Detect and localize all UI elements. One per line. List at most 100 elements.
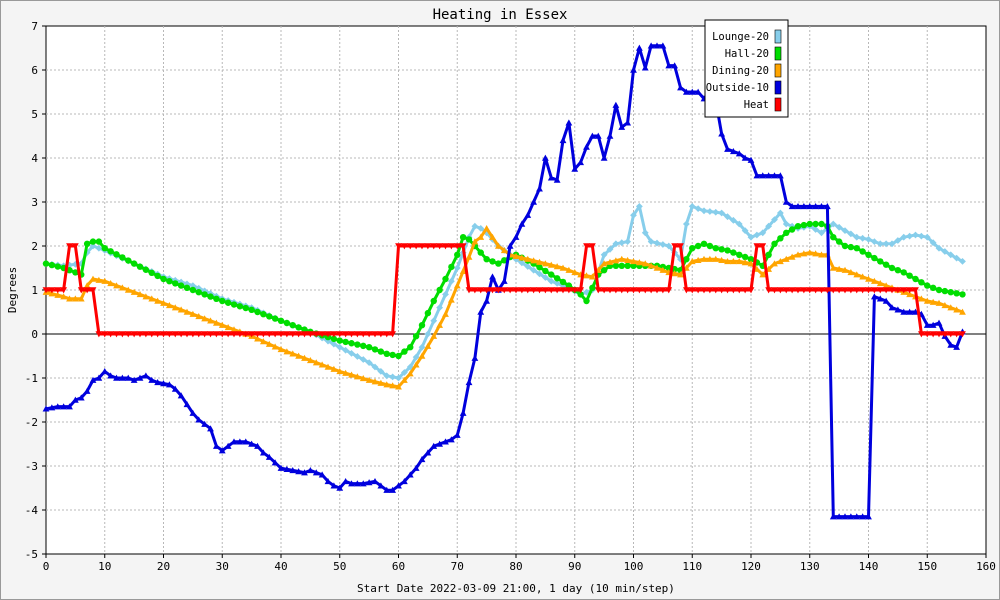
data-point <box>265 453 273 460</box>
data-point <box>242 304 249 312</box>
data-point <box>947 251 955 259</box>
data-point <box>477 233 485 240</box>
data-point <box>95 244 103 252</box>
data-point <box>406 243 414 250</box>
legend-swatch-outside-10 <box>774 80 782 95</box>
data-point <box>735 150 743 157</box>
data-point <box>54 291 62 298</box>
data-point <box>318 331 326 338</box>
data-point <box>177 331 185 338</box>
data-point <box>201 315 209 322</box>
data-point <box>395 243 402 250</box>
data-point <box>741 253 749 261</box>
data-point <box>935 286 943 294</box>
data-point <box>172 280 179 287</box>
data-point <box>54 287 62 294</box>
data-point <box>947 304 955 311</box>
data-point <box>530 257 538 264</box>
data-point <box>259 338 267 345</box>
data-point <box>236 438 244 445</box>
data-point <box>101 368 109 375</box>
data-point <box>953 254 961 262</box>
data-point <box>929 331 937 338</box>
data-point <box>183 308 191 315</box>
data-point <box>618 262 625 269</box>
data-point <box>536 258 543 265</box>
x-axis-label: Start Date 2022-03-09 21:00, 1 day (10 m… <box>357 582 675 595</box>
data-point <box>600 154 608 161</box>
data-point <box>682 220 690 228</box>
data-point <box>577 159 585 166</box>
data-point <box>729 216 737 224</box>
data-point <box>365 344 373 351</box>
data-point <box>130 331 138 338</box>
data-point <box>524 255 532 262</box>
data-point <box>800 287 808 294</box>
data-point <box>653 239 661 247</box>
data-point <box>165 381 173 388</box>
data-point <box>553 275 561 282</box>
data-point <box>312 469 320 476</box>
data-point <box>301 326 308 333</box>
data-point <box>183 331 191 338</box>
data-point <box>83 282 91 289</box>
data-point <box>400 243 408 250</box>
data-point <box>165 331 173 338</box>
data-point <box>371 331 379 338</box>
data-point <box>747 156 755 163</box>
data-point <box>512 252 520 259</box>
data-point <box>888 240 896 248</box>
data-point <box>66 403 73 410</box>
data-point <box>612 262 620 269</box>
data-point <box>465 236 473 243</box>
data-point <box>312 331 320 338</box>
data-point <box>653 42 661 49</box>
data-point <box>177 282 185 289</box>
data-point <box>777 235 784 242</box>
data-point <box>406 363 414 371</box>
x-tick-label: 40 <box>274 560 287 573</box>
data-point <box>823 287 831 294</box>
data-point <box>688 287 696 294</box>
data-point <box>530 287 538 294</box>
data-point <box>412 333 420 340</box>
data-point <box>606 245 614 253</box>
data-point <box>689 245 696 252</box>
data-point <box>865 275 872 282</box>
data-point <box>289 350 297 357</box>
data-point <box>512 233 520 240</box>
data-point <box>324 331 332 338</box>
data-point <box>489 287 496 294</box>
data-point <box>929 284 937 291</box>
data-point <box>806 249 814 256</box>
data-point <box>606 287 614 294</box>
data-point <box>788 287 796 294</box>
data-point <box>471 287 479 294</box>
data-point <box>635 203 643 210</box>
data-point <box>447 296 455 303</box>
data-point <box>847 513 855 520</box>
data-point <box>248 440 256 447</box>
data-point <box>389 331 397 338</box>
data-point <box>465 379 473 386</box>
data-point <box>665 242 673 250</box>
data-point <box>418 243 426 250</box>
data-point <box>395 383 402 390</box>
data-point <box>541 260 549 267</box>
data-point <box>383 486 391 493</box>
data-point <box>894 306 902 313</box>
data-point <box>959 291 966 298</box>
data-point <box>788 253 796 260</box>
data-point <box>747 256 755 263</box>
data-point <box>694 242 702 250</box>
data-point <box>459 243 467 250</box>
data-point <box>589 284 596 291</box>
data-point <box>371 478 379 485</box>
data-point <box>189 331 197 338</box>
data-point <box>624 256 632 264</box>
data-point <box>547 287 555 294</box>
data-point <box>671 270 679 277</box>
data-point <box>336 331 344 338</box>
data-point <box>853 245 860 252</box>
data-point <box>471 222 479 230</box>
